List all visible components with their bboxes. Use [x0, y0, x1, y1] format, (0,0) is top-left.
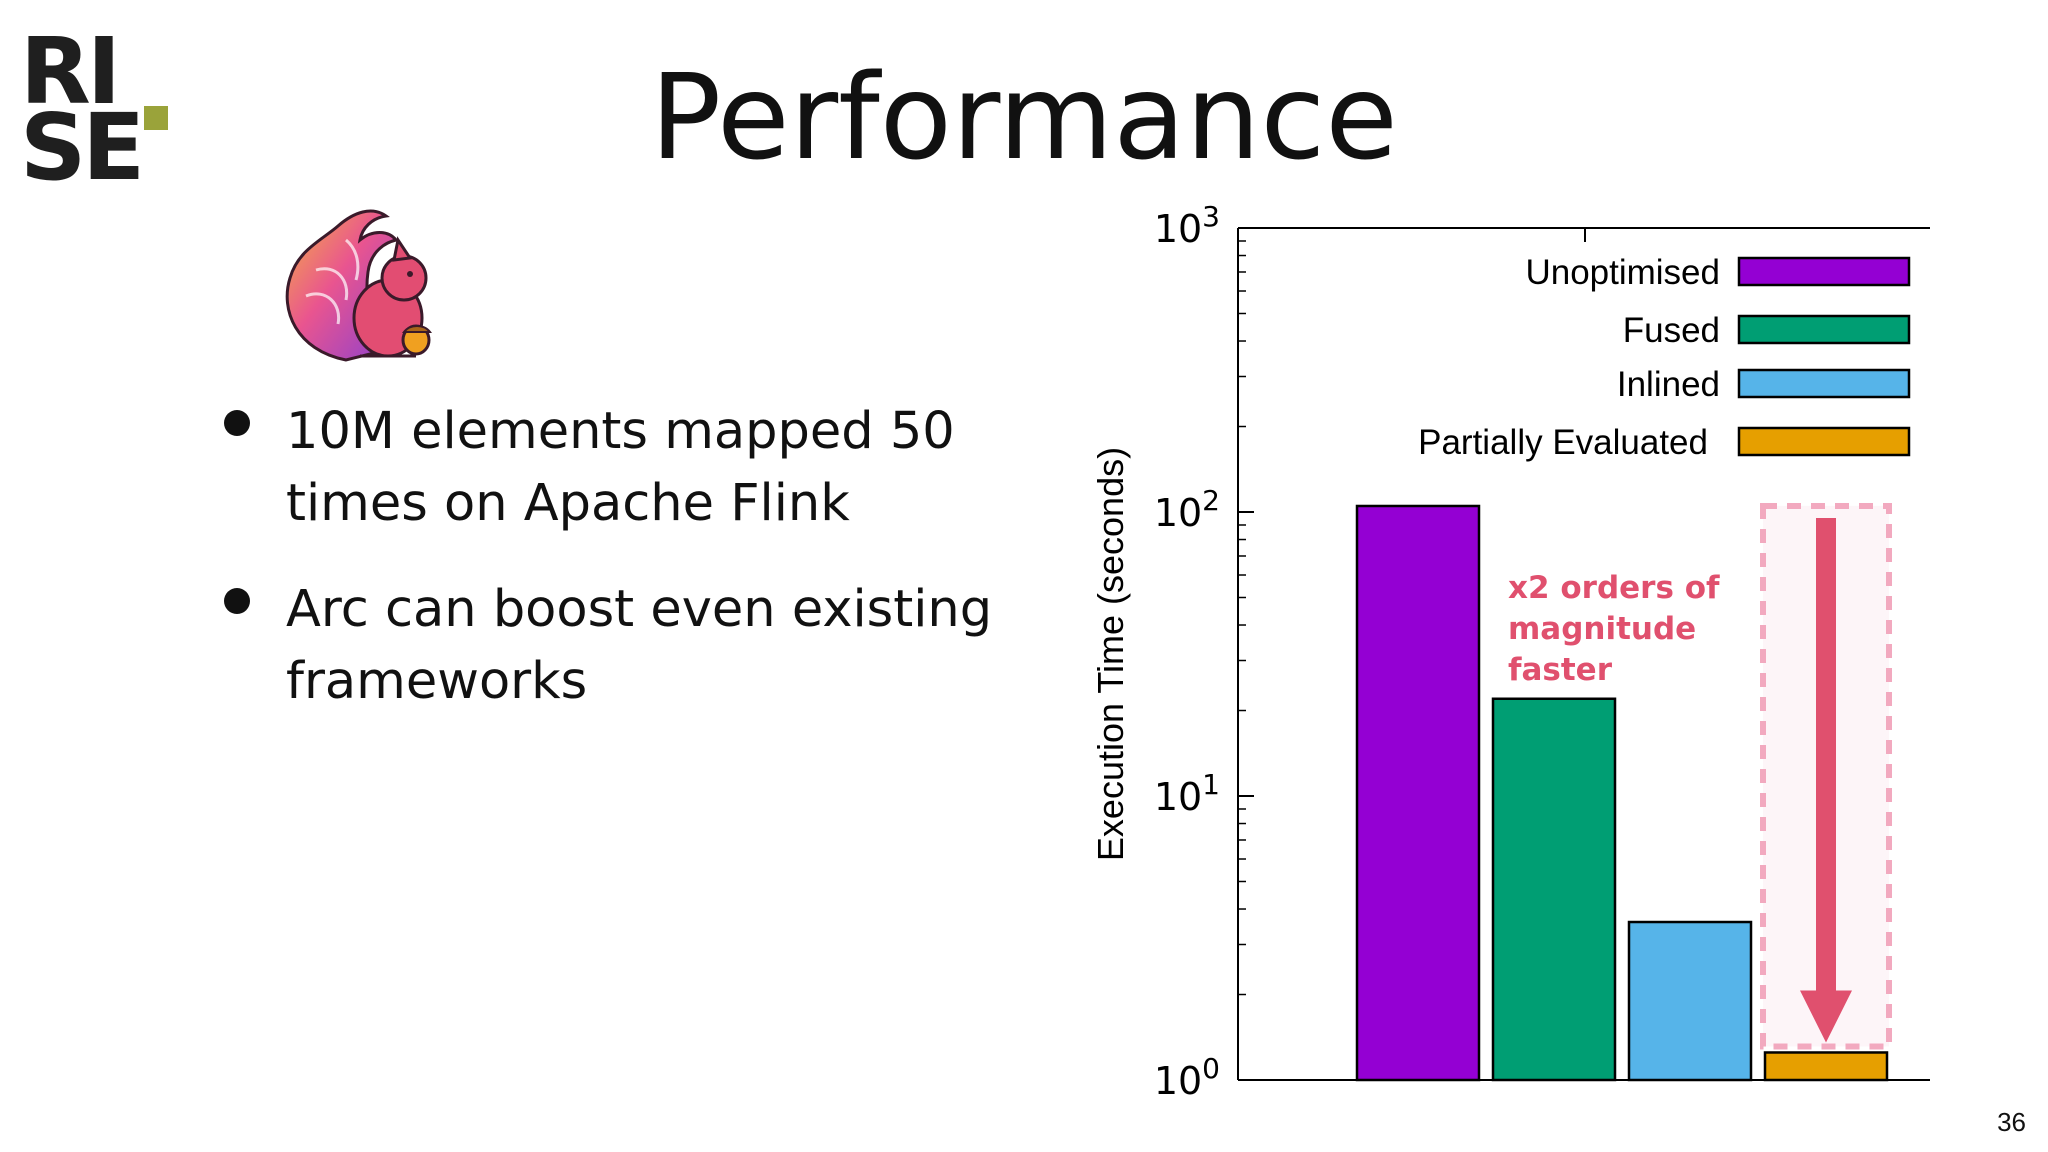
legend-label: Unoptimised: [1525, 253, 1720, 292]
bar-inlined: [1627, 920, 1753, 1082]
execution-time-bar-chart: 100 101 102 103 Execution Time (seconds) x2 o…: [1090, 200, 1930, 1103]
down-arrow-head: [1800, 990, 1852, 1043]
bullet-dot: [224, 588, 250, 614]
annotation-text-line: x2 orders of: [1508, 570, 1720, 606]
legend-label: Partially Evaluated: [1418, 423, 1708, 462]
legend-swatch: [1737, 256, 1911, 287]
y-tick-label: 103: [1154, 200, 1220, 251]
y-tick-label: 101: [1154, 768, 1220, 819]
legend-swatch: [1737, 426, 1911, 457]
bullet-text: 10M elements mapped 50 times on Apache F…: [286, 402, 955, 533]
bullet-list: 10M elements mapped 50 times on Apache F…: [210, 396, 1030, 752]
annotation-text-line: magnitude: [1508, 611, 1696, 647]
legend-swatch: [1737, 314, 1911, 345]
bullet-text: Arc can boost even existing frameworks: [286, 580, 993, 711]
apache-flink-squirrel-icon: [285, 209, 433, 362]
legend-label: Inlined: [1617, 365, 1720, 404]
legend-swatch: [1737, 368, 1911, 399]
rise-logo: RI SE: [20, 18, 168, 201]
page-number: 36: [1997, 1107, 2026, 1137]
y-tick-label: 102: [1154, 484, 1220, 535]
logo-line-1: RI: [20, 18, 121, 125]
slide-title: Performance: [650, 48, 1398, 186]
bar-unoptimised: [1355, 504, 1481, 1082]
y-tick-label: 100: [1154, 1052, 1220, 1103]
legend-label: Fused: [1623, 311, 1720, 350]
bullet-item: 10M elements mapped 50 times on Apache F…: [210, 396, 1030, 540]
bar-fused: [1491, 697, 1617, 1082]
logo-dot: [144, 106, 168, 130]
y-axis-label: Execution Time (seconds): [1090, 447, 1131, 861]
logo-line-2: SE: [20, 94, 145, 201]
bar-partially-evaluated: [1763, 1051, 1889, 1082]
bullet-dot: [224, 410, 250, 436]
annotation-text-line: faster: [1508, 652, 1613, 688]
bullet-item: Arc can boost even existing frameworks: [210, 574, 1030, 718]
